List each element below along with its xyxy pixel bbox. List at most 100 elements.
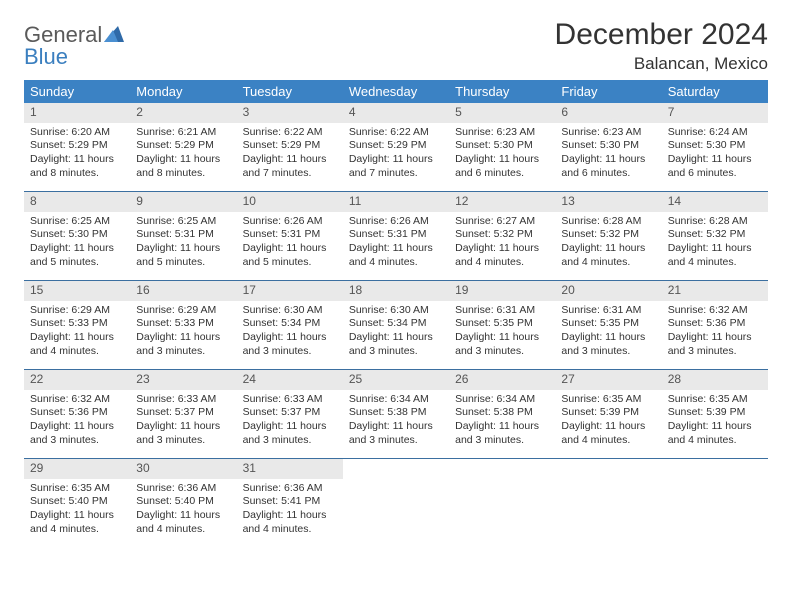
- daylight-line: Daylight: 11 hours and 5 minutes.: [243, 242, 337, 269]
- daylight-line: Daylight: 11 hours and 6 minutes.: [668, 153, 762, 180]
- day-of-week-header: Thursday: [449, 80, 555, 103]
- day-body: Sunrise: 6:28 AMSunset: 5:32 PMDaylight:…: [555, 212, 661, 274]
- day-body: Sunrise: 6:24 AMSunset: 5:30 PMDaylight:…: [662, 123, 768, 185]
- sunset-line: Sunset: 5:32 PM: [561, 228, 655, 242]
- daylight-line: Daylight: 11 hours and 3 minutes.: [243, 331, 337, 358]
- calendar-cell: 29Sunrise: 6:35 AMSunset: 5:40 PMDayligh…: [24, 459, 130, 548]
- day-number: 10: [237, 192, 343, 212]
- calendar-cell: 2Sunrise: 6:21 AMSunset: 5:29 PMDaylight…: [130, 103, 236, 192]
- calendar-cell: 31Sunrise: 6:36 AMSunset: 5:41 PMDayligh…: [237, 459, 343, 548]
- sunrise-line: Sunrise: 6:26 AM: [349, 215, 443, 229]
- day-body: Sunrise: 6:36 AMSunset: 5:41 PMDaylight:…: [237, 479, 343, 541]
- daylight-line: Daylight: 11 hours and 4 minutes.: [30, 509, 124, 536]
- day-body: Sunrise: 6:25 AMSunset: 5:30 PMDaylight:…: [24, 212, 130, 274]
- day-number: 5: [449, 103, 555, 123]
- sunrise-line: Sunrise: 6:22 AM: [243, 126, 337, 140]
- day-body: Sunrise: 6:28 AMSunset: 5:32 PMDaylight:…: [662, 212, 768, 274]
- daylight-line: Daylight: 11 hours and 3 minutes.: [30, 420, 124, 447]
- daylight-line: Daylight: 11 hours and 3 minutes.: [349, 331, 443, 358]
- daylight-line: Daylight: 11 hours and 8 minutes.: [136, 153, 230, 180]
- sunset-line: Sunset: 5:29 PM: [30, 139, 124, 153]
- calendar-cell: 1Sunrise: 6:20 AMSunset: 5:29 PMDaylight…: [24, 103, 130, 192]
- day-body: Sunrise: 6:27 AMSunset: 5:32 PMDaylight:…: [449, 212, 555, 274]
- day-body: Sunrise: 6:25 AMSunset: 5:31 PMDaylight:…: [130, 212, 236, 274]
- sunset-line: Sunset: 5:31 PM: [243, 228, 337, 242]
- day-number: 11: [343, 192, 449, 212]
- daylight-line: Daylight: 11 hours and 7 minutes.: [243, 153, 337, 180]
- daylight-line: Daylight: 11 hours and 3 minutes.: [455, 331, 549, 358]
- daylight-line: Daylight: 11 hours and 6 minutes.: [561, 153, 655, 180]
- calendar-cell: 27Sunrise: 6:35 AMSunset: 5:39 PMDayligh…: [555, 370, 661, 459]
- calendar-cell: 13Sunrise: 6:28 AMSunset: 5:32 PMDayligh…: [555, 192, 661, 281]
- sunrise-line: Sunrise: 6:34 AM: [455, 393, 549, 407]
- sunrise-line: Sunrise: 6:36 AM: [243, 482, 337, 496]
- sunset-line: Sunset: 5:32 PM: [668, 228, 762, 242]
- day-number: 30: [130, 459, 236, 479]
- day-number: 1: [24, 103, 130, 123]
- daylight-line: Daylight: 11 hours and 3 minutes.: [243, 420, 337, 447]
- calendar-cell: 30Sunrise: 6:36 AMSunset: 5:40 PMDayligh…: [130, 459, 236, 548]
- sunrise-line: Sunrise: 6:33 AM: [136, 393, 230, 407]
- daylight-line: Daylight: 11 hours and 4 minutes.: [30, 331, 124, 358]
- sunrise-line: Sunrise: 6:25 AM: [136, 215, 230, 229]
- daylight-line: Daylight: 11 hours and 7 minutes.: [349, 153, 443, 180]
- day-body: Sunrise: 6:31 AMSunset: 5:35 PMDaylight:…: [449, 301, 555, 363]
- daylight-line: Daylight: 11 hours and 4 minutes.: [455, 242, 549, 269]
- daylight-line: Daylight: 11 hours and 3 minutes.: [136, 420, 230, 447]
- day-number: 14: [662, 192, 768, 212]
- sunset-line: Sunset: 5:35 PM: [455, 317, 549, 331]
- calendar-cell: 19Sunrise: 6:31 AMSunset: 5:35 PMDayligh…: [449, 281, 555, 370]
- daylight-line: Daylight: 11 hours and 3 minutes.: [561, 331, 655, 358]
- day-body: Sunrise: 6:35 AMSunset: 5:39 PMDaylight:…: [662, 390, 768, 452]
- calendar-cell: 15Sunrise: 6:29 AMSunset: 5:33 PMDayligh…: [24, 281, 130, 370]
- day-body: Sunrise: 6:36 AMSunset: 5:40 PMDaylight:…: [130, 479, 236, 541]
- sunset-line: Sunset: 5:30 PM: [30, 228, 124, 242]
- day-number: 2: [130, 103, 236, 123]
- day-number: 23: [130, 370, 236, 390]
- calendar-cell: 3Sunrise: 6:22 AMSunset: 5:29 PMDaylight…: [237, 103, 343, 192]
- day-of-week-header: Friday: [555, 80, 661, 103]
- day-number: 13: [555, 192, 661, 212]
- logo-mark-icon: [104, 24, 124, 46]
- day-number: 18: [343, 281, 449, 301]
- logo-text: GeneralBlue: [24, 24, 124, 68]
- day-body: Sunrise: 6:32 AMSunset: 5:36 PMDaylight:…: [24, 390, 130, 452]
- day-number: 9: [130, 192, 236, 212]
- calendar-cell: 24Sunrise: 6:33 AMSunset: 5:37 PMDayligh…: [237, 370, 343, 459]
- sunrise-line: Sunrise: 6:29 AM: [136, 304, 230, 318]
- day-number: 7: [662, 103, 768, 123]
- calendar-cell: 22Sunrise: 6:32 AMSunset: 5:36 PMDayligh…: [24, 370, 130, 459]
- calendar-cell: 4Sunrise: 6:22 AMSunset: 5:29 PMDaylight…: [343, 103, 449, 192]
- sunset-line: Sunset: 5:29 PM: [243, 139, 337, 153]
- sunrise-line: Sunrise: 6:28 AM: [561, 215, 655, 229]
- calendar-row: 22Sunrise: 6:32 AMSunset: 5:36 PMDayligh…: [24, 370, 768, 459]
- day-body: Sunrise: 6:30 AMSunset: 5:34 PMDaylight:…: [237, 301, 343, 363]
- day-body: Sunrise: 6:22 AMSunset: 5:29 PMDaylight:…: [237, 123, 343, 185]
- day-body: Sunrise: 6:30 AMSunset: 5:34 PMDaylight:…: [343, 301, 449, 363]
- calendar-cell: 18Sunrise: 6:30 AMSunset: 5:34 PMDayligh…: [343, 281, 449, 370]
- day-body: Sunrise: 6:29 AMSunset: 5:33 PMDaylight:…: [130, 301, 236, 363]
- calendar-cell: 21Sunrise: 6:32 AMSunset: 5:36 PMDayligh…: [662, 281, 768, 370]
- day-number: 24: [237, 370, 343, 390]
- sunset-line: Sunset: 5:38 PM: [455, 406, 549, 420]
- sunset-line: Sunset: 5:38 PM: [349, 406, 443, 420]
- day-number: 31: [237, 459, 343, 479]
- daylight-line: Daylight: 11 hours and 4 minutes.: [136, 509, 230, 536]
- day-number: 20: [555, 281, 661, 301]
- sunset-line: Sunset: 5:41 PM: [243, 495, 337, 509]
- calendar-cell: 9Sunrise: 6:25 AMSunset: 5:31 PMDaylight…: [130, 192, 236, 281]
- daylight-line: Daylight: 11 hours and 4 minutes.: [349, 242, 443, 269]
- day-number: 29: [24, 459, 130, 479]
- calendar-cell-empty: ..: [343, 459, 449, 548]
- sunrise-line: Sunrise: 6:32 AM: [668, 304, 762, 318]
- sunset-line: Sunset: 5:31 PM: [349, 228, 443, 242]
- sunset-line: Sunset: 5:29 PM: [349, 139, 443, 153]
- header: GeneralBlue December 2024 Balancan, Mexi…: [24, 18, 768, 74]
- calendar-row: 8Sunrise: 6:25 AMSunset: 5:30 PMDaylight…: [24, 192, 768, 281]
- calendar-cell: 25Sunrise: 6:34 AMSunset: 5:38 PMDayligh…: [343, 370, 449, 459]
- sunrise-line: Sunrise: 6:35 AM: [668, 393, 762, 407]
- day-of-week-header: Tuesday: [237, 80, 343, 103]
- sunrise-line: Sunrise: 6:22 AM: [349, 126, 443, 140]
- day-body: Sunrise: 6:35 AMSunset: 5:40 PMDaylight:…: [24, 479, 130, 541]
- daylight-line: Daylight: 11 hours and 4 minutes.: [561, 420, 655, 447]
